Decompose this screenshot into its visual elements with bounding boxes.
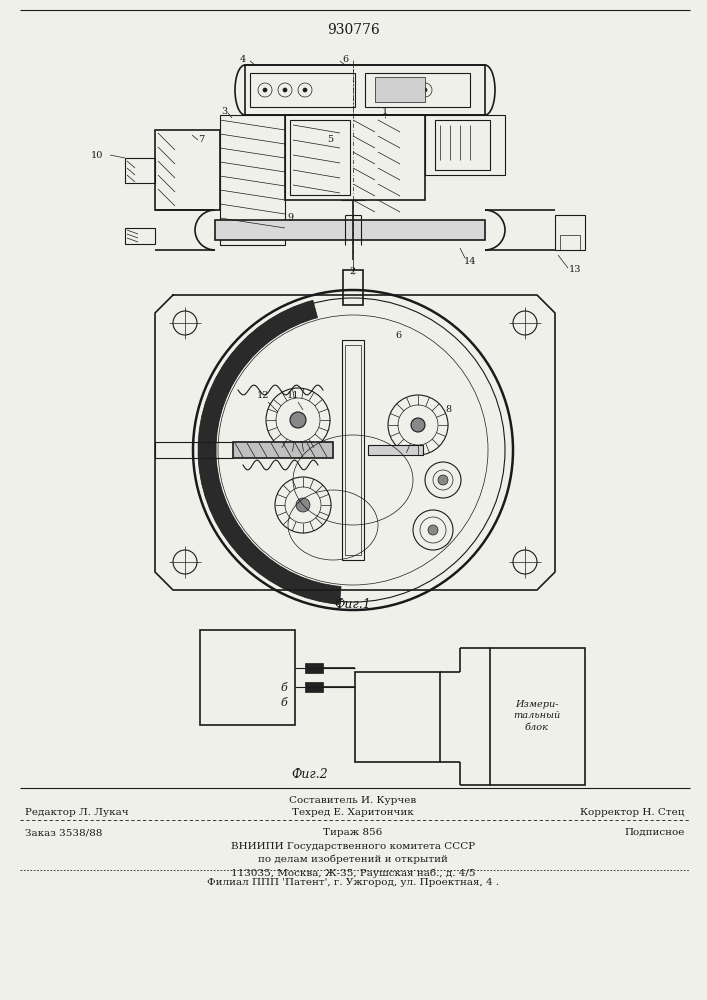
Bar bbox=[305, 682, 323, 692]
Bar bbox=[305, 663, 323, 673]
Text: 113035, Москва, Ж-35, Раушская наб., д. 4/5: 113035, Москва, Ж-35, Раушская наб., д. … bbox=[230, 868, 475, 878]
Text: 9: 9 bbox=[287, 214, 293, 223]
Text: 930776: 930776 bbox=[327, 23, 380, 37]
Text: 4: 4 bbox=[240, 54, 246, 64]
Bar bbox=[285, 115, 425, 200]
Circle shape bbox=[290, 412, 306, 428]
Text: 11: 11 bbox=[287, 390, 299, 399]
Bar bbox=[490, 648, 585, 785]
Text: Заказ 3538/88: Заказ 3538/88 bbox=[25, 828, 103, 837]
Text: Тираж 856: Тираж 856 bbox=[323, 828, 382, 837]
Bar bbox=[343, 270, 363, 305]
Bar bbox=[355, 672, 440, 762]
Circle shape bbox=[403, 88, 407, 92]
Circle shape bbox=[296, 498, 310, 512]
Text: 6: 6 bbox=[342, 54, 348, 64]
Text: Подписное: Подписное bbox=[624, 828, 685, 837]
Text: по делам изобретений и открытий: по делам изобретений и открытий bbox=[258, 855, 448, 864]
Bar bbox=[220, 115, 285, 245]
Circle shape bbox=[428, 525, 438, 535]
Circle shape bbox=[283, 88, 287, 92]
Text: 6: 6 bbox=[395, 330, 401, 340]
Bar bbox=[250, 73, 355, 107]
Circle shape bbox=[411, 418, 425, 432]
Text: 2: 2 bbox=[350, 267, 356, 276]
Text: Техред Е. Харитончик: Техред Е. Харитончик bbox=[292, 808, 414, 817]
Text: Фиг.2: Фиг.2 bbox=[291, 768, 328, 781]
Bar bbox=[345, 345, 361, 555]
Bar bbox=[365, 73, 470, 107]
Text: Редактор Л. Лукач: Редактор Л. Лукач bbox=[25, 808, 129, 817]
Bar bbox=[375, 77, 425, 102]
Bar bbox=[125, 228, 155, 244]
Text: 7: 7 bbox=[198, 135, 204, 144]
Bar bbox=[368, 445, 423, 455]
Text: б: б bbox=[280, 698, 287, 708]
Text: Составитель И. Курчев: Составитель И. Курчев bbox=[289, 796, 416, 805]
Bar bbox=[215, 220, 485, 240]
Text: 13: 13 bbox=[568, 265, 581, 274]
Bar bbox=[155, 130, 220, 210]
Text: Корректор Н. Стец: Корректор Н. Стец bbox=[580, 808, 685, 817]
Bar bbox=[245, 65, 485, 115]
Bar bbox=[342, 340, 364, 560]
Bar bbox=[555, 215, 585, 250]
Bar bbox=[425, 115, 505, 175]
Text: 10: 10 bbox=[90, 150, 103, 159]
Text: б: б bbox=[280, 683, 287, 693]
Bar bbox=[290, 120, 350, 195]
Text: 14: 14 bbox=[464, 257, 477, 266]
Text: 5: 5 bbox=[327, 135, 333, 144]
Circle shape bbox=[423, 88, 427, 92]
Circle shape bbox=[383, 88, 387, 92]
Bar bbox=[233, 442, 333, 458]
Text: ВНИИПИ Государственного комитета СССР: ВНИИПИ Государственного комитета СССР bbox=[231, 842, 475, 851]
Text: Фиг.1: Фиг.1 bbox=[334, 598, 371, 611]
Text: 12: 12 bbox=[257, 390, 269, 399]
Text: Филиал ППП 'Патент', г. Ужгород, ул. Проектная, 4 .: Филиал ППП 'Патент', г. Ужгород, ул. Про… bbox=[207, 878, 499, 887]
Circle shape bbox=[438, 475, 448, 485]
Text: 3: 3 bbox=[222, 107, 228, 116]
Text: 1: 1 bbox=[382, 107, 388, 116]
Text: 8: 8 bbox=[445, 406, 451, 414]
Bar bbox=[200, 630, 295, 725]
Bar bbox=[560, 235, 580, 250]
Bar bbox=[435, 120, 490, 170]
Wedge shape bbox=[198, 300, 341, 604]
Circle shape bbox=[303, 88, 307, 92]
Bar bbox=[125, 158, 155, 183]
Circle shape bbox=[263, 88, 267, 92]
Text: Измери-
тальный
блок: Измери- тальный блок bbox=[513, 700, 561, 732]
